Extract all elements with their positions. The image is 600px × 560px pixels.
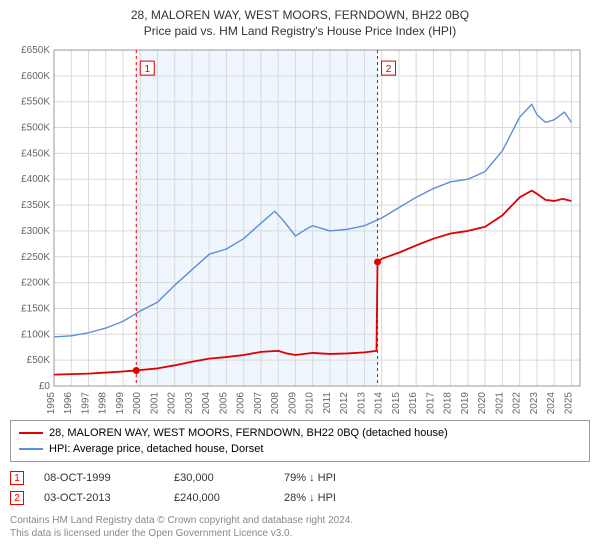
page-title: 28, MALOREN WAY, WEST MOORS, FERNDOWN, B… <box>10 8 590 22</box>
svg-text:2011: 2011 <box>322 392 333 414</box>
table-row: 1 08-OCT-1999 £30,000 79% ↓ HPI <box>10 468 590 488</box>
svg-text:2007: 2007 <box>253 392 264 414</box>
svg-text:2000: 2000 <box>132 392 143 414</box>
sale-date: 03-OCT-2013 <box>44 492 154 504</box>
sale-date: 08-OCT-1999 <box>44 472 154 484</box>
svg-text:2003: 2003 <box>184 392 195 414</box>
sale-price: £240,000 <box>174 492 264 504</box>
sale-badge: 2 <box>10 491 24 505</box>
legend: 28, MALOREN WAY, WEST MOORS, FERNDOWN, B… <box>10 420 590 462</box>
svg-text:£350K: £350K <box>21 200 50 211</box>
svg-text:£300K: £300K <box>21 226 50 237</box>
svg-text:2013: 2013 <box>356 392 367 414</box>
sales-table: 1 08-OCT-1999 £30,000 79% ↓ HPI 2 03-OCT… <box>10 468 590 508</box>
sale-delta: 79% ↓ HPI <box>284 472 336 484</box>
svg-text:2015: 2015 <box>391 392 402 414</box>
svg-text:1999: 1999 <box>115 392 126 414</box>
legend-item: HPI: Average price, detached house, Dors… <box>19 441 581 457</box>
legend-swatch <box>19 432 43 434</box>
svg-text:2021: 2021 <box>494 392 505 414</box>
svg-text:2020: 2020 <box>477 392 488 414</box>
price-chart: £0 £50K £100K £150K £200K £250K £300K £350K £400… <box>10 44 590 414</box>
footer-line: Contains HM Land Registry data © Crown c… <box>10 514 590 527</box>
svg-text:1997: 1997 <box>80 392 91 414</box>
svg-text:2001: 2001 <box>149 392 160 414</box>
svg-text:2024: 2024 <box>546 392 557 414</box>
svg-text:1996: 1996 <box>63 392 74 414</box>
sale-badge: 1 <box>10 471 24 485</box>
footer-line: This data is licensed under the Open Gov… <box>10 527 590 540</box>
svg-text:2023: 2023 <box>529 392 540 414</box>
svg-text:£100K: £100K <box>21 329 50 340</box>
svg-text:2005: 2005 <box>218 392 229 414</box>
attribution: Contains HM Land Registry data © Crown c… <box>10 514 590 540</box>
sale-price: £30,000 <box>174 472 264 484</box>
svg-text:2019: 2019 <box>460 392 471 414</box>
svg-text:£450K: £450K <box>21 148 50 159</box>
legend-item: 28, MALOREN WAY, WEST MOORS, FERNDOWN, B… <box>19 425 581 441</box>
legend-label: 28, MALOREN WAY, WEST MOORS, FERNDOWN, B… <box>49 427 448 439</box>
svg-text:£400K: £400K <box>21 174 50 185</box>
svg-text:2018: 2018 <box>443 392 454 414</box>
svg-text:2010: 2010 <box>305 392 316 414</box>
svg-text:2014: 2014 <box>374 392 385 414</box>
svg-text:2006: 2006 <box>236 392 247 414</box>
svg-text:2009: 2009 <box>287 392 298 414</box>
svg-text:2025: 2025 <box>563 392 574 414</box>
legend-label: HPI: Average price, detached house, Dors… <box>49 443 263 455</box>
svg-text:£0: £0 <box>39 381 51 392</box>
svg-text:2017: 2017 <box>425 392 436 414</box>
page-subtitle: Price paid vs. HM Land Registry's House … <box>10 24 590 38</box>
svg-text:2012: 2012 <box>339 392 350 414</box>
svg-text:£200K: £200K <box>21 278 50 289</box>
svg-text:2002: 2002 <box>167 392 178 414</box>
svg-text:£50K: £50K <box>27 355 51 366</box>
svg-text:£250K: £250K <box>21 252 50 263</box>
svg-text:2022: 2022 <box>512 392 523 414</box>
svg-text:£150K: £150K <box>21 303 50 314</box>
svg-text:1998: 1998 <box>98 392 109 414</box>
svg-text:2016: 2016 <box>408 392 419 414</box>
legend-swatch <box>19 448 43 450</box>
svg-text:£550K: £550K <box>21 97 50 108</box>
table-row: 2 03-OCT-2013 £240,000 28% ↓ HPI <box>10 488 590 508</box>
svg-text:2: 2 <box>386 64 392 75</box>
svg-text:£500K: £500K <box>21 123 50 134</box>
svg-text:1: 1 <box>144 64 150 75</box>
svg-text:2008: 2008 <box>270 392 281 414</box>
svg-text:£650K: £650K <box>21 45 50 56</box>
sale-delta: 28% ↓ HPI <box>284 492 336 504</box>
svg-text:£600K: £600K <box>21 71 50 82</box>
svg-text:2004: 2004 <box>201 392 212 414</box>
svg-text:1995: 1995 <box>46 392 57 414</box>
